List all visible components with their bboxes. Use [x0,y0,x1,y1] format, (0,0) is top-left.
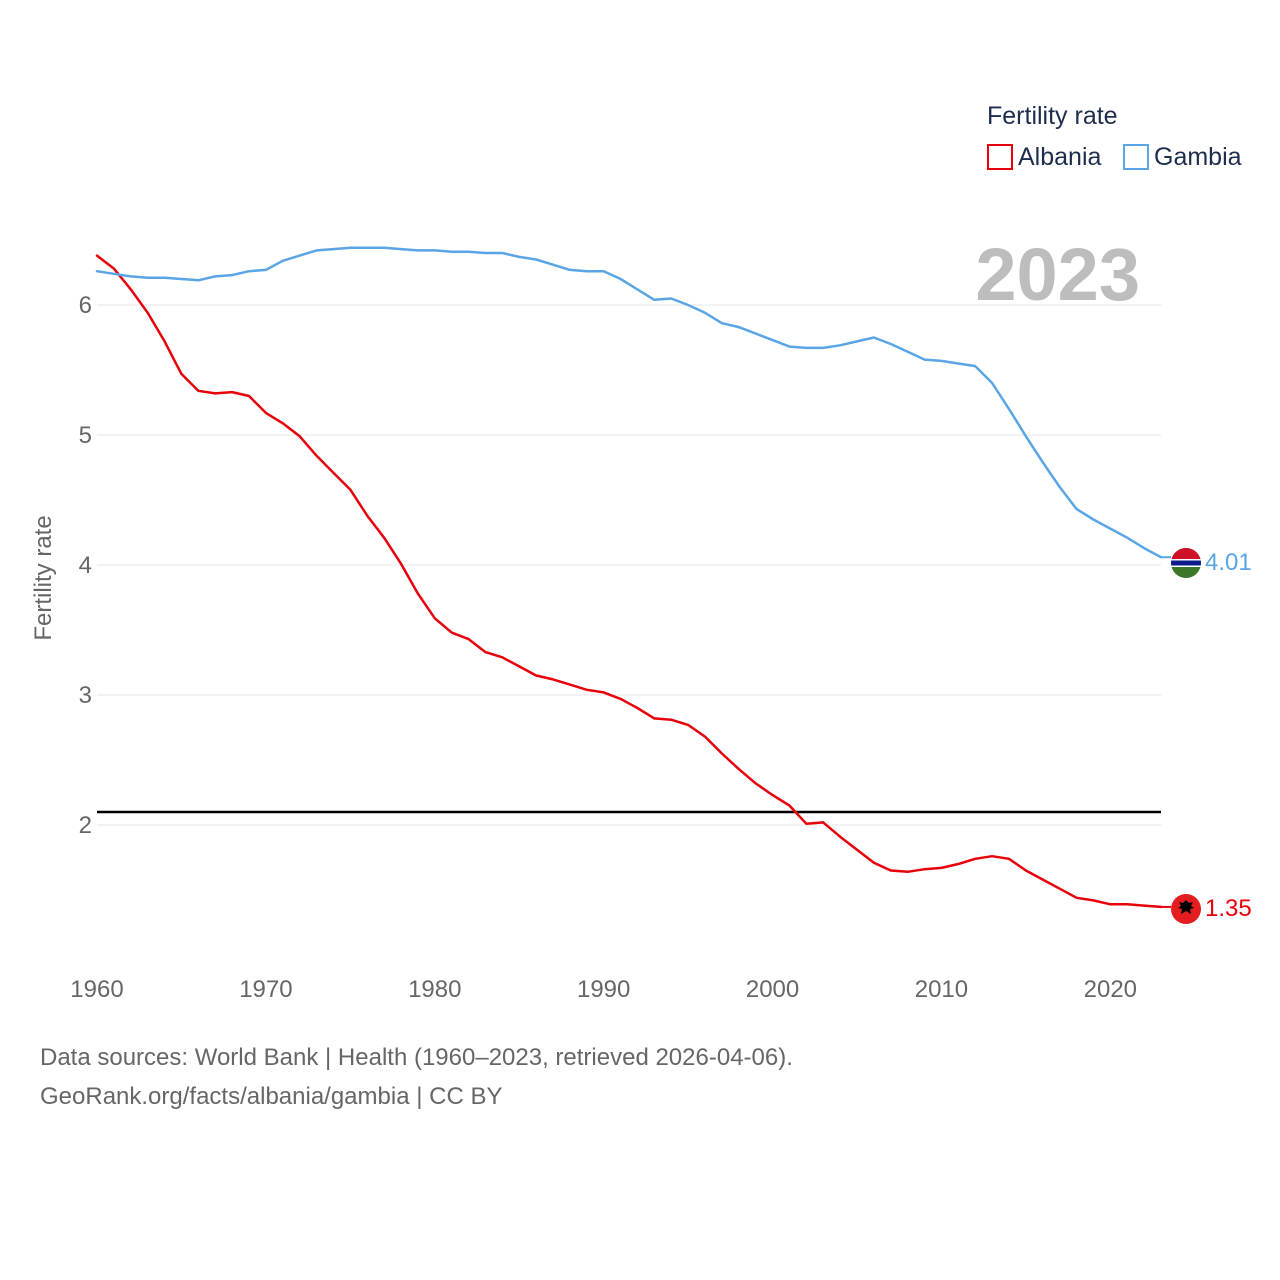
y-tick-label: 3 [79,682,92,709]
x-axis-ticks: 1960 1970 1980 1990 2000 2010 2020 [70,976,1137,1003]
series-line-gambia[interactable] [95,246,1163,559]
albania-end-value-label: 1.35 [1205,895,1252,922]
y-axis-ticks: 2 3 4 5 6 [79,292,92,839]
albania-flag-icon [1171,894,1201,924]
source-url-license: GeoRank.org/facts/albania/gambia | CC BY [40,1083,503,1110]
legend-item-gambia[interactable]: Gambia [1123,143,1242,171]
x-tick-label: 2010 [915,976,968,1003]
y-tick-label: 4 [79,552,92,579]
data-source-note: Data sources: World Bank | Health (1960–… [40,1044,793,1071]
y-tick-label: 2 [79,812,92,839]
legend-swatch-gambia [1123,144,1149,170]
x-tick-label: 1960 [70,976,123,1003]
gridlines [97,304,1161,826]
x-tick-label: 1970 [239,976,292,1003]
legend-label-gambia: Gambia [1154,143,1242,171]
legend-label-albania: Albania [1018,143,1101,171]
x-tick-label: 1980 [408,976,461,1003]
legend-item-albania[interactable]: Albania [987,143,1101,171]
legend-title: Fertility rate [987,102,1118,130]
current-year-label: 2023 [975,233,1140,316]
series-line-albania[interactable] [95,254,1163,909]
series-layer [95,246,1171,909]
legend: Fertility rate Albania Gambia [987,102,1242,171]
y-axis-title: Fertility rate [30,515,57,640]
x-tick-label: 2000 [746,976,799,1003]
y-tick-label: 5 [79,422,92,449]
gambia-flag-icon [1171,548,1201,578]
x-tick-label: 1990 [577,976,630,1003]
x-tick-label: 2020 [1084,976,1137,1003]
gambia-end-value-label: 4.01 [1205,549,1252,576]
y-tick-label: 6 [79,292,92,319]
legend-swatch-albania [987,144,1013,170]
